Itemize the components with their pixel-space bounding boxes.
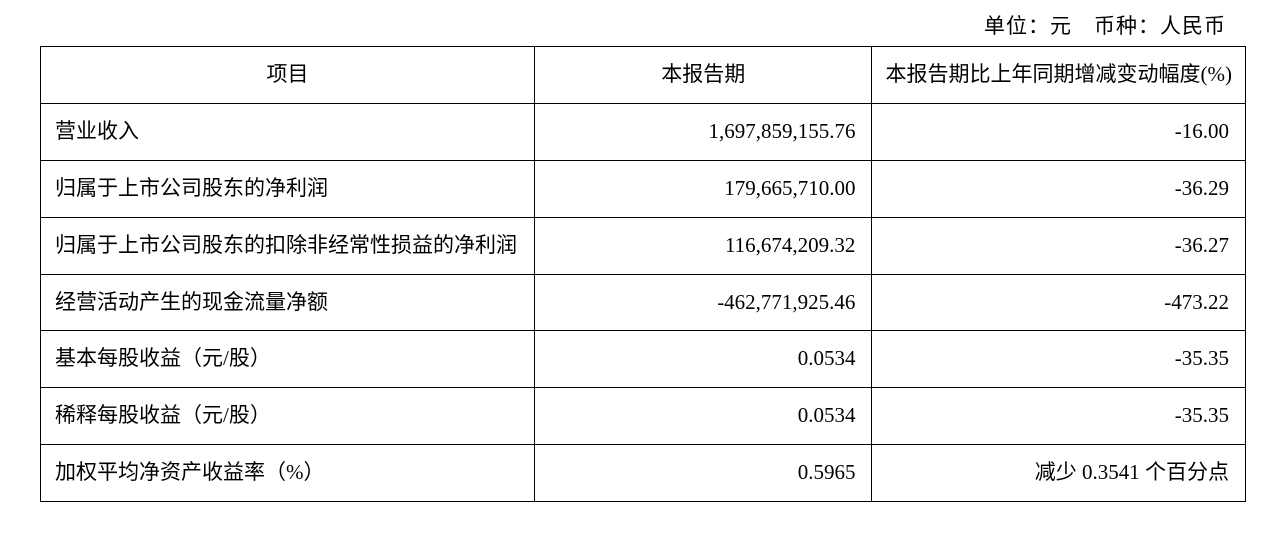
row-value: -462,771,925.46 [535, 274, 872, 331]
row-change: -36.29 [872, 160, 1246, 217]
row-value: 179,665,710.00 [535, 160, 872, 217]
col-header-item: 项目 [41, 47, 535, 104]
table-header-row: 项目 本报告期 本报告期比上年同期增减变动幅度(%) [41, 47, 1246, 104]
row-label: 基本每股收益（元/股） [41, 331, 535, 388]
col-header-period: 本报告期 [535, 47, 872, 104]
row-label: 归属于上市公司股东的净利润 [41, 160, 535, 217]
financial-table: 项目 本报告期 本报告期比上年同期增减变动幅度(%) 营业收入 1,697,85… [40, 46, 1246, 502]
table-row: 归属于上市公司股东的净利润 179,665,710.00 -36.29 [41, 160, 1246, 217]
table-row: 加权平均净资产收益率（%） 0.5965 减少 0.3541 个百分点 [41, 445, 1246, 502]
row-value: 116,674,209.32 [535, 217, 872, 274]
row-label: 归属于上市公司股东的扣除非经常性损益的净利润 [41, 217, 535, 274]
row-value: 0.0534 [535, 388, 872, 445]
row-change: -35.35 [872, 388, 1246, 445]
row-label: 经营活动产生的现金流量净额 [41, 274, 535, 331]
row-value: 1,697,859,155.76 [535, 103, 872, 160]
table-row: 稀释每股收益（元/股） 0.0534 -35.35 [41, 388, 1246, 445]
row-change: -16.00 [872, 103, 1246, 160]
row-label: 加权平均净资产收益率（%） [41, 445, 535, 502]
row-label: 稀释每股收益（元/股） [41, 388, 535, 445]
row-change: -473.22 [872, 274, 1246, 331]
row-change: -35.35 [872, 331, 1246, 388]
row-value: 0.5965 [535, 445, 872, 502]
row-label: 营业收入 [41, 103, 535, 160]
row-value: 0.0534 [535, 331, 872, 388]
table-row: 归属于上市公司股东的扣除非经常性损益的净利润 116,674,209.32 -3… [41, 217, 1246, 274]
row-change: -36.27 [872, 217, 1246, 274]
row-change: 减少 0.3541 个百分点 [872, 445, 1246, 502]
col-header-change: 本报告期比上年同期增减变动幅度(%) [872, 47, 1246, 104]
table-row: 基本每股收益（元/股） 0.0534 -35.35 [41, 331, 1246, 388]
table-row: 经营活动产生的现金流量净额 -462,771,925.46 -473.22 [41, 274, 1246, 331]
table-row: 营业收入 1,697,859,155.76 -16.00 [41, 103, 1246, 160]
unit-currency-line: 单位：元 币种：人民币 [40, 10, 1246, 40]
